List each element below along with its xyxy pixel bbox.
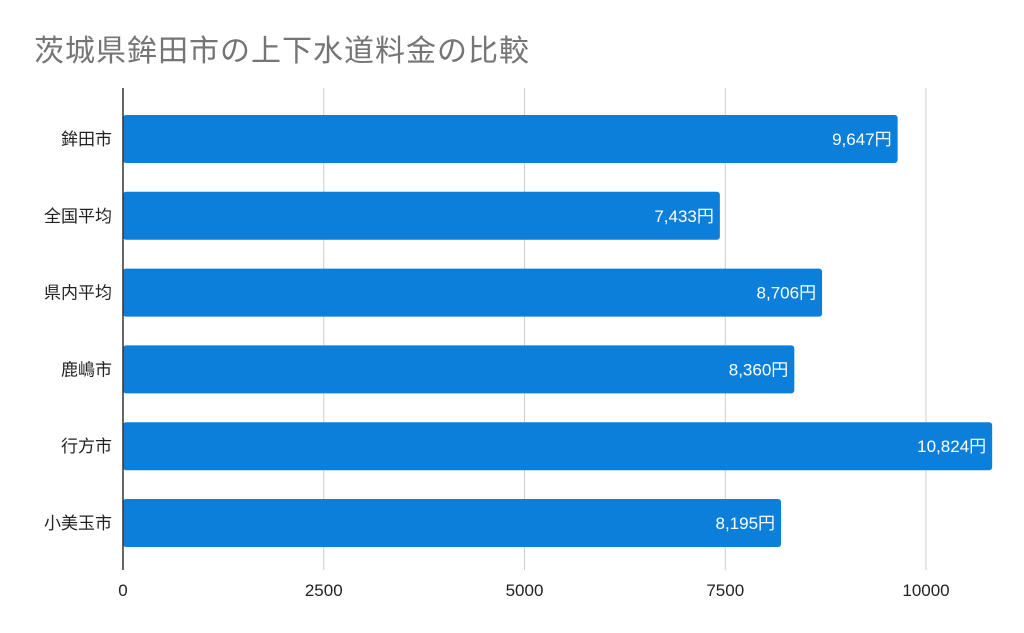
bar — [123, 268, 823, 317]
data-label: 8,706円 — [757, 284, 817, 303]
x-tick-label: 7500 — [706, 581, 744, 600]
category-label: 鉾田市 — [61, 130, 112, 150]
bar — [123, 115, 898, 163]
category-label: 全国平均 — [44, 207, 112, 227]
x-tick-label: 10000 — [902, 581, 949, 600]
bar — [123, 345, 795, 394]
category-label: 小美玉市 — [44, 514, 112, 534]
data-label: 7,433円 — [654, 207, 714, 226]
bar — [123, 499, 782, 547]
data-labels: 9,647円 7,433円 8,706円 8,360円 10,824円 8,195円 — [654, 130, 986, 533]
gridlines — [323, 88, 927, 570]
data-label: 8,195円 — [716, 514, 776, 533]
category-label: 県内平均 — [44, 284, 112, 304]
bar — [123, 422, 993, 471]
bar — [123, 191, 720, 240]
data-label: 8,360円 — [729, 360, 789, 379]
category-label: 行方市 — [61, 437, 112, 457]
data-label: 9,647円 — [832, 130, 892, 149]
bars — [123, 115, 993, 547]
chart-title: 茨城県鉾田市の上下水道料金の比較 — [34, 34, 530, 69]
category-label: 鹿嶋市 — [61, 360, 112, 380]
x-tick-label: 2500 — [305, 581, 343, 600]
x-tick-labels: 0 2500 5000 7500 10000 — [118, 581, 949, 600]
x-tick-label: 0 — [118, 581, 127, 600]
data-label: 10,824円 — [917, 437, 986, 456]
x-tick-label: 5000 — [506, 581, 544, 600]
